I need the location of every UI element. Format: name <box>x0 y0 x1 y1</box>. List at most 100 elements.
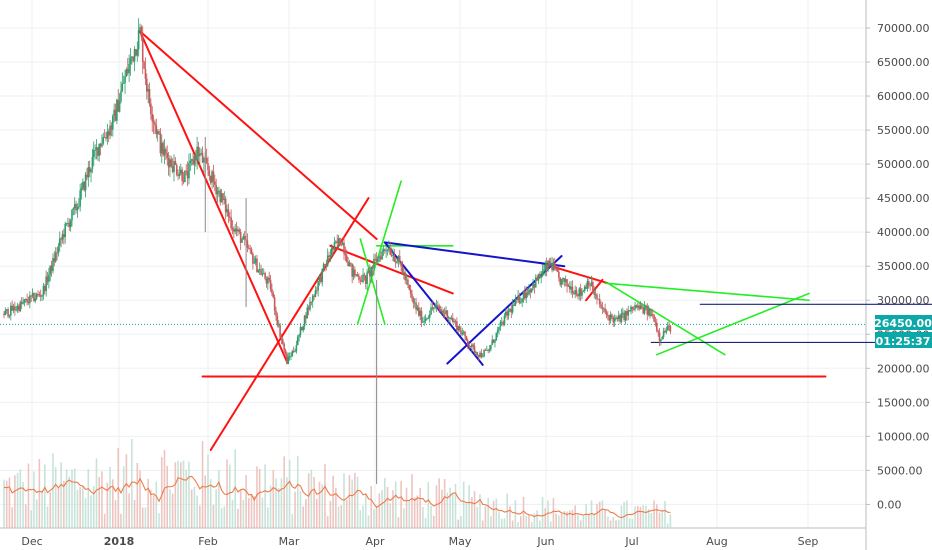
volume-bar <box>318 481 321 528</box>
trendline[interactable] <box>446 255 563 365</box>
candle-body <box>373 258 375 269</box>
volume-bar <box>316 498 318 528</box>
candle-body <box>160 142 163 154</box>
candle-body <box>390 254 393 256</box>
candle-body <box>651 314 654 316</box>
candle-body <box>131 56 133 58</box>
volume-histogram <box>3 439 672 528</box>
candle-body <box>97 147 99 156</box>
candle-body <box>620 313 623 322</box>
candle-body <box>18 305 20 311</box>
volume-bar <box>500 518 503 528</box>
candle-body <box>318 276 321 282</box>
candle-body <box>103 137 106 138</box>
candle-body <box>657 330 659 333</box>
volume-bar <box>155 481 158 528</box>
candle-body <box>175 164 178 175</box>
trendline[interactable] <box>209 197 370 451</box>
trendline[interactable] <box>359 238 386 325</box>
candle-body <box>503 315 506 325</box>
volume-bar <box>563 510 566 528</box>
candle-body <box>556 269 559 272</box>
volume-bar <box>60 462 62 528</box>
candle-body <box>166 153 168 159</box>
candle-body <box>249 248 251 250</box>
volume-bar <box>326 516 329 528</box>
candle-body <box>283 343 285 351</box>
candle-body <box>231 227 234 230</box>
volume-bar <box>468 485 470 528</box>
volume-bar <box>362 505 364 528</box>
volume-bar <box>152 495 155 528</box>
volume-bar <box>432 515 435 528</box>
time-axis[interactable]: Dec 2018 Feb Mar Apr May Jun Jul Aug Sep <box>21 535 818 548</box>
candle-body <box>645 305 647 307</box>
candle-body <box>358 276 360 280</box>
volume-bar <box>57 487 60 528</box>
trendline[interactable] <box>383 241 566 268</box>
candle-body <box>30 295 32 297</box>
trendline[interactable] <box>139 30 378 240</box>
volume-bar <box>539 520 541 528</box>
candle-body <box>316 290 318 292</box>
volume-bar <box>590 500 593 528</box>
trendline[interactable] <box>604 282 810 302</box>
candle-body <box>194 156 197 161</box>
candle-body <box>286 353 288 364</box>
candle-body <box>252 253 254 264</box>
candle-body <box>607 315 609 316</box>
candle-body <box>72 208 75 210</box>
volume-bar <box>158 513 160 528</box>
trendline[interactable] <box>655 292 810 356</box>
volume-bar <box>150 489 152 528</box>
candle-body <box>257 269 260 273</box>
volume-bar <box>239 490 242 528</box>
candle-body <box>392 255 394 256</box>
candle-body <box>84 174 87 191</box>
candle-body <box>641 305 643 308</box>
volume-bar <box>367 515 370 528</box>
candle-body <box>79 190 81 207</box>
volume-bar <box>63 480 65 528</box>
volume-bar <box>258 468 261 528</box>
candle-body <box>479 352 481 357</box>
candle-body <box>375 258 378 262</box>
candle-body <box>555 268 557 270</box>
price-tick-label: 20000.00 <box>877 362 930 375</box>
trendline[interactable] <box>329 244 454 295</box>
volume-bar <box>658 512 661 528</box>
candle-body <box>22 302 24 304</box>
candle-body <box>155 125 158 135</box>
candle-body <box>322 264 325 269</box>
candle-body <box>290 356 292 358</box>
volume-bar <box>250 494 253 528</box>
candle-body <box>369 270 371 277</box>
volume-bar <box>256 466 258 528</box>
candle-body <box>151 114 154 122</box>
candle-body <box>481 356 484 358</box>
candle-body <box>246 240 249 248</box>
volume-bar <box>11 507 13 528</box>
drawn-trendlines[interactable] <box>139 30 932 451</box>
price-tick-label: 35000.00 <box>877 260 930 273</box>
candle-body <box>92 150 95 157</box>
candle-body <box>379 256 382 260</box>
candle-body <box>465 336 468 341</box>
candle-body <box>121 83 124 91</box>
candle-body <box>167 158 170 168</box>
candle-body <box>486 349 488 351</box>
price-axis[interactable]: 70000.00 65000.00 60000.00 55000.00 50000.00… <box>866 22 930 511</box>
candle-body <box>67 222 69 224</box>
candle-body <box>23 299 26 303</box>
candle-body <box>41 295 43 297</box>
price-tick-label: 10000.00 <box>877 430 930 443</box>
volume-bar <box>329 500 332 528</box>
trendline[interactable] <box>356 180 402 325</box>
candle-body <box>69 220 72 228</box>
price-tick-label: 70000.00 <box>877 22 930 35</box>
candle-body <box>143 61 145 69</box>
trendline[interactable] <box>139 30 288 363</box>
volume-bar <box>196 495 198 528</box>
time-tick-label: Apr <box>365 535 385 548</box>
